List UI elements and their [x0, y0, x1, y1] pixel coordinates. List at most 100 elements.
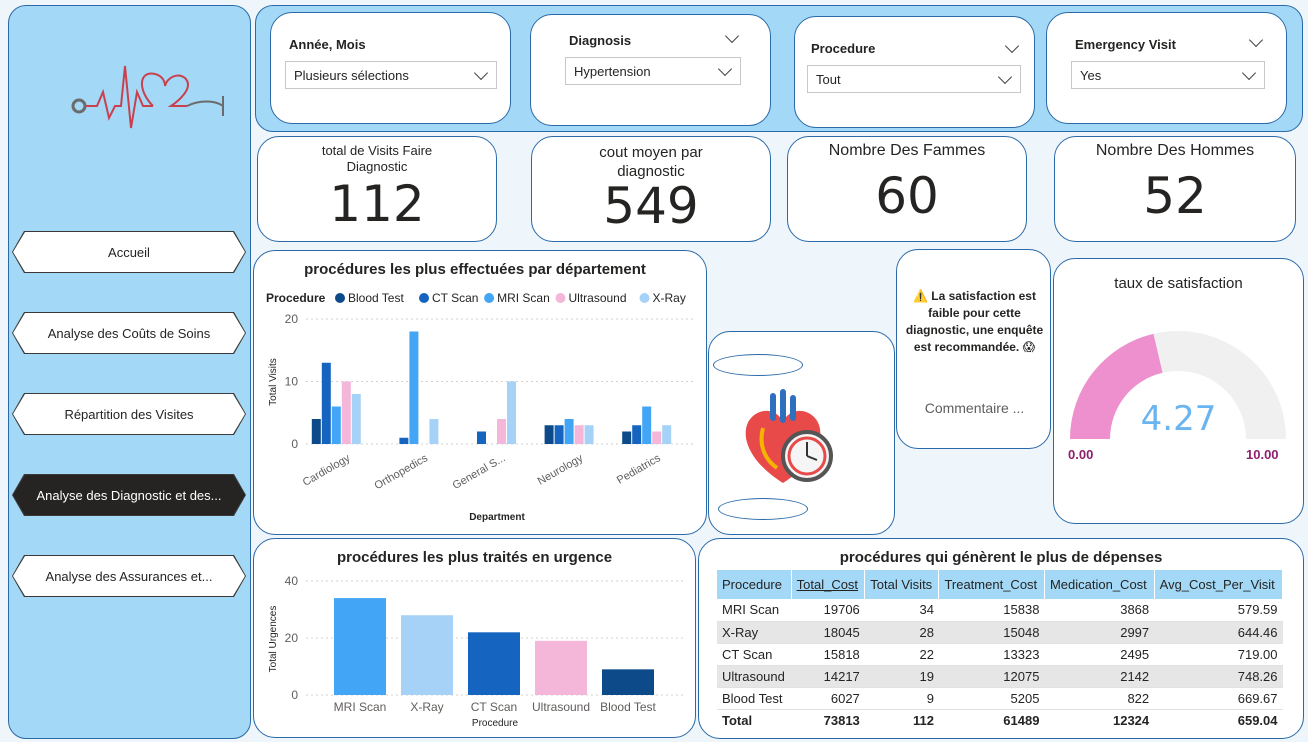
bar[interactable]	[429, 419, 439, 444]
y-tick-label: 0	[291, 437, 298, 451]
bar[interactable]	[535, 640, 587, 695]
y-tick-label: 40	[285, 574, 299, 588]
procedure-slicer: Procedure Tout	[794, 16, 1035, 128]
column-header[interactable]: Avg_Cost_Per_Visit	[1154, 570, 1284, 599]
nav-assurances-button[interactable]: Analyse des Assurances et...	[13, 556, 245, 596]
bar[interactable]	[497, 419, 506, 444]
bar[interactable]	[574, 425, 584, 444]
legend-marker	[639, 293, 650, 303]
bar[interactable]	[584, 425, 594, 444]
chevron-down-icon	[1241, 65, 1257, 81]
bar[interactable]	[351, 394, 361, 444]
bar[interactable]	[409, 331, 419, 445]
bar[interactable]	[564, 419, 574, 444]
table-cell: MRI Scan	[717, 599, 792, 622]
bar[interactable]	[622, 431, 632, 445]
table-row[interactable]: Blood Test 6027 9 5205 822 669.67	[717, 687, 1283, 710]
urgence-chart-card: procédures les plus traités en urgence 0…	[253, 538, 696, 738]
bar[interactable]	[401, 615, 453, 695]
bar[interactable]	[632, 425, 642, 444]
bar[interactable]	[652, 431, 662, 445]
year-month-dropdown[interactable]: Plusieurs sélections	[285, 61, 497, 89]
comment-button[interactable]: Commentaire ...	[924, 400, 1025, 416]
legend-label[interactable]: CT Scan	[432, 291, 478, 305]
kpi-cost-card: cout moyen par diagnostic 549	[531, 136, 771, 242]
chart-title: procédures les plus traités en urgence	[336, 549, 613, 566]
bar[interactable]	[544, 425, 554, 444]
bar[interactable]	[554, 425, 564, 444]
bar[interactable]	[477, 431, 486, 445]
table-cell: 15048	[938, 621, 1045, 644]
legend-label[interactable]: Blood Test	[348, 291, 404, 305]
x-tick-label: CT Scan	[471, 700, 517, 714]
legend-marker	[419, 293, 429, 303]
cost-table-card: procédures qui génèrent le plus de dépen…	[698, 538, 1304, 739]
x-tick-label: Orthopedics	[373, 452, 431, 492]
diagnosis-dropdown[interactable]: Hypertension	[565, 57, 741, 85]
legend-label[interactable]: Ultrasound	[569, 291, 627, 305]
department-bar-chart: Procedure Blood Test CT Scan MRI Scan Ultras…	[266, 291, 694, 523]
x-tick-label: X-Ray	[410, 700, 443, 714]
bar[interactable]	[507, 381, 516, 445]
procedure-dropdown[interactable]: Tout	[807, 65, 1021, 93]
bar[interactable]	[399, 437, 409, 444]
y-axis-label: Total Visits	[268, 358, 279, 406]
table-cell: 34	[864, 599, 939, 622]
bar[interactable]	[642, 406, 652, 445]
nav-couts-soins-button[interactable]: Analyse des Coûts de Soins	[13, 313, 245, 353]
chevron-down-icon	[997, 69, 1013, 85]
kpi-label: cout moyen par diagnostic	[599, 144, 703, 180]
bar[interactable]	[334, 598, 386, 695]
table-row[interactable]: Ultrasound 14217 19 12075 2142 748.26	[717, 665, 1283, 688]
bar[interactable]	[341, 381, 351, 445]
gauge-max-label: 10.00	[1246, 447, 1279, 462]
chevron-down-icon[interactable]	[1004, 38, 1020, 54]
bar[interactable]	[311, 419, 321, 444]
legend-label[interactable]: MRI Scan	[497, 291, 550, 305]
chevron-down-icon[interactable]	[1248, 32, 1264, 48]
column-header[interactable]: Procedure	[717, 570, 792, 599]
table-row[interactable]: X-Ray 18045 28 15048 2997 644.46	[717, 621, 1283, 644]
x-tick-label: Blood Test	[600, 700, 656, 714]
kpi-value: 60	[875, 167, 939, 225]
legend-title: Procedure	[266, 291, 326, 305]
table-row[interactable]: CT Scan 15818 22 13323 2495 719.00	[717, 643, 1283, 666]
table-cell: 15818	[791, 643, 865, 666]
nav-repartition-visites-button[interactable]: Répartition des Visites	[13, 394, 245, 434]
table-cell: 669.67	[1154, 687, 1283, 710]
table-total-row: Total 73813 112 61489 12324 659.04	[717, 708, 1283, 731]
table-cell: 748.26	[1154, 665, 1283, 688]
legend-marker	[555, 293, 566, 303]
bar[interactable]	[331, 406, 341, 445]
nav-diagnostic-button[interactable]: Analyse des Diagnostic et des...	[13, 475, 245, 515]
table-cell: Total	[717, 708, 792, 731]
column-header[interactable]: Total_Cost	[791, 570, 866, 599]
table-row[interactable]: MRI Scan 19706 34 15838 3868 579.59	[717, 599, 1283, 622]
bar[interactable]	[321, 362, 331, 444]
year-month-slicer: Année, Mois Plusieurs sélections	[270, 12, 511, 124]
column-header[interactable]: Medication_Cost	[1044, 570, 1155, 599]
y-axis-label: Total Urgences	[268, 606, 279, 673]
table-cell: Blood Test	[717, 687, 792, 710]
chevron-down-icon[interactable]	[724, 28, 740, 44]
bar[interactable]	[602, 669, 654, 695]
bar[interactable]	[662, 425, 672, 444]
slicer-title: Emergency Visit	[1075, 37, 1176, 52]
table-cell: 2997	[1044, 621, 1155, 644]
table-cell: 644.46	[1154, 621, 1283, 644]
emergency-dropdown[interactable]: Yes	[1071, 61, 1265, 89]
column-header[interactable]: Total Visits	[864, 570, 940, 599]
emergency-visit-slicer: Emergency Visit Yes	[1046, 12, 1287, 124]
column-header[interactable]: Treatment_Cost	[938, 570, 1045, 599]
satisfaction-gauge-card: taux de satisfaction 4.27 0.00 10.00	[1053, 258, 1304, 524]
bar[interactable]	[468, 632, 520, 695]
legend-label[interactable]: X-Ray	[653, 291, 686, 305]
chart-title: procédures les plus effectuées par dépar…	[304, 261, 646, 278]
urgence-bar-chart: 0 20 40 Total Urgences MRI Scan X-Ray CT Scan U…	[268, 574, 684, 729]
alert-text: ⚠️ La satisfaction est faible pour cette…	[905, 289, 1044, 354]
table-cell: 28	[864, 621, 939, 644]
table-cell: 2495	[1044, 643, 1155, 666]
nav-accueil-button[interactable]: Accueil	[13, 232, 245, 272]
table-cell: CT Scan	[717, 643, 792, 666]
dropdown-value: Tout	[816, 71, 841, 87]
